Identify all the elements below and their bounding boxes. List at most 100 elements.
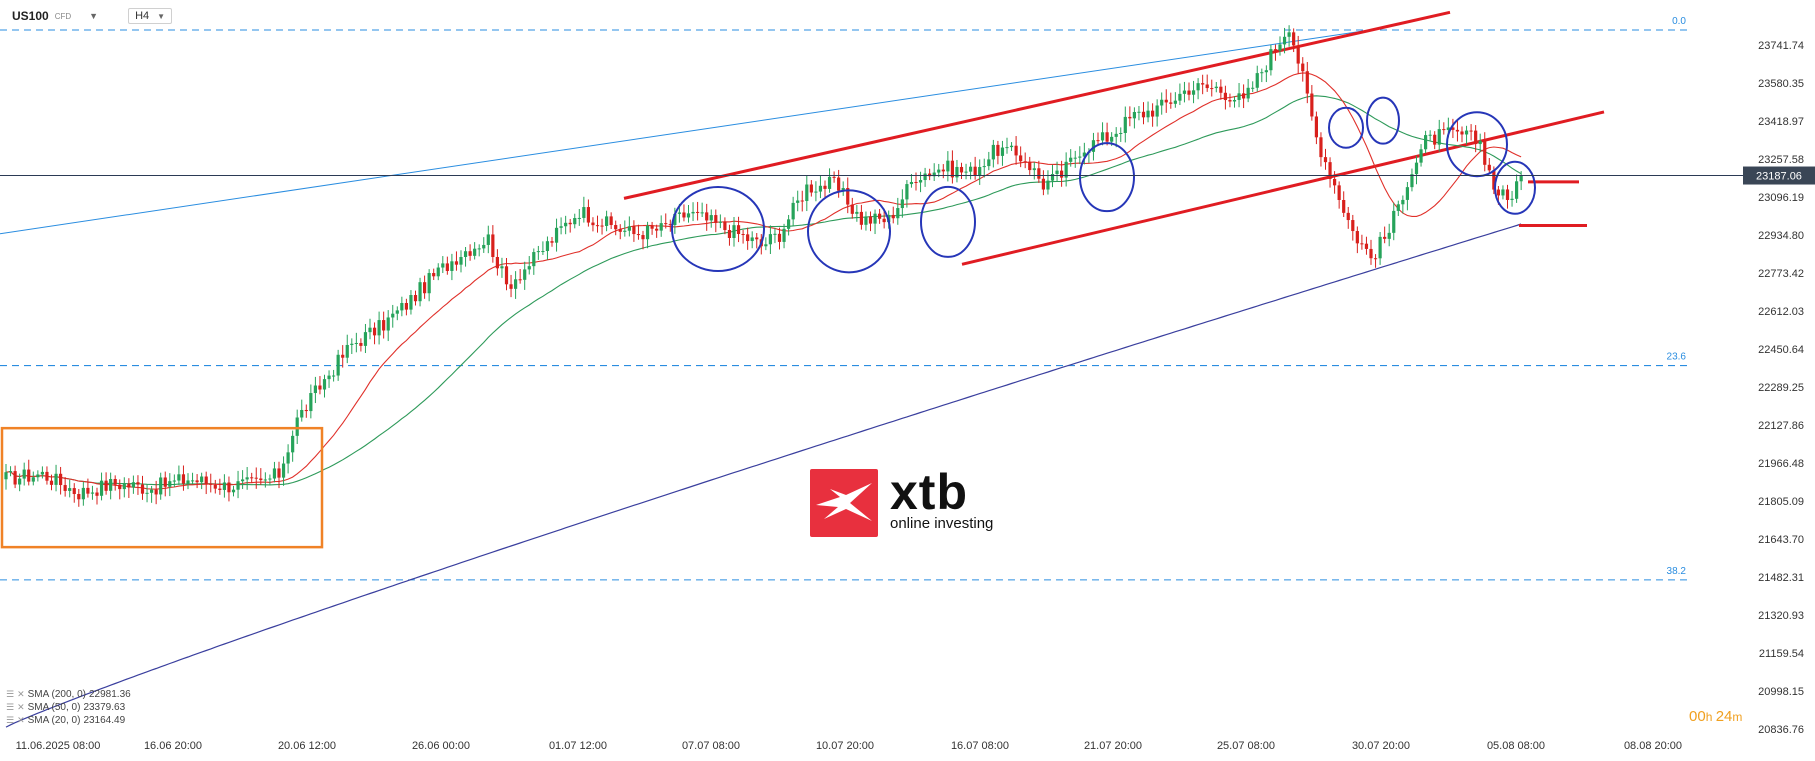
candle-body [227, 482, 231, 493]
y-tick-label: 23257.58 [1758, 154, 1804, 166]
trend-line [0, 29, 1371, 235]
candle-body [81, 487, 85, 500]
candle-body [1141, 111, 1146, 118]
candle-body [878, 213, 882, 219]
candle-body [705, 212, 709, 221]
symbol-selector[interactable]: US100 CFD ▼ [12, 9, 98, 23]
candle-body [928, 173, 932, 177]
legend-sma-20[interactable]: ☰ ✕ SMA (20, 0) 23164.49 [6, 714, 131, 727]
close-icon[interactable]: ✕ [17, 702, 25, 712]
candle-body [1028, 161, 1032, 171]
x-tick-label: 26.06 00:00 [412, 740, 470, 752]
candle-body [1060, 170, 1064, 178]
candle-body [964, 171, 968, 173]
brand-name: xtb [890, 464, 968, 520]
candle-body [1132, 111, 1136, 119]
candle-body [1510, 198, 1514, 200]
candle-body [1219, 86, 1223, 93]
candle-body [859, 211, 863, 225]
candle-body [172, 480, 176, 482]
candle-body [541, 251, 545, 253]
legend-sma-200[interactable]: ☰ ✕ SMA (200, 0) 22981.36 [6, 688, 131, 701]
highlight-circle [671, 185, 765, 272]
candle-body [768, 234, 772, 245]
candle-body [1351, 220, 1355, 232]
candle-body [1474, 130, 1478, 145]
candle-body [923, 173, 927, 181]
candle-body [764, 244, 768, 247]
x-tick-label: 30.07 20:00 [1352, 740, 1410, 752]
candle-body [655, 228, 659, 231]
candle-body [1260, 72, 1264, 74]
timeframe-selector[interactable]: H4 ▼ [128, 8, 173, 24]
candle-body [1282, 36, 1287, 45]
indicator-legend: ☰ ✕ SMA (200, 0) 22981.36 ☰ ✕ SMA (50, 0… [6, 688, 131, 727]
candle-body [632, 226, 636, 235]
legend-sma-50[interactable]: ☰ ✕ SMA (50, 0) 23379.63 [6, 701, 131, 714]
settings-icon[interactable]: ☰ [6, 702, 15, 712]
y-tick-label: 22934.80 [1758, 230, 1804, 242]
candle-body [45, 471, 49, 481]
candle-body [714, 215, 718, 223]
current-price-tag [1743, 166, 1815, 185]
candle-body [1455, 129, 1460, 132]
candle-body [1096, 140, 1100, 142]
candle-body [1328, 162, 1332, 179]
candle-body [959, 166, 964, 173]
candle-body [900, 199, 904, 209]
candle-body [504, 266, 509, 285]
x-tick-label: 11.06.2025 08:00 [16, 740, 101, 752]
candle-body [791, 202, 795, 220]
symbol-name: US100 [12, 9, 49, 23]
candle-body [527, 266, 531, 270]
candle-body [1410, 174, 1414, 188]
candle-body [332, 375, 336, 377]
candle-body [991, 144, 995, 160]
candle-body [536, 251, 540, 253]
candle-body [386, 317, 390, 331]
candle-body [1110, 136, 1114, 142]
candle-body [486, 234, 490, 245]
candle-body [614, 225, 618, 230]
candle-body [682, 212, 686, 218]
candle-body [1055, 170, 1059, 174]
candle-body [1201, 83, 1205, 85]
candle-body [545, 241, 550, 252]
candle-body [1419, 149, 1423, 163]
y-tick-label: 22289.25 [1758, 382, 1804, 394]
close-icon[interactable]: ✕ [17, 715, 25, 725]
candle-body [659, 223, 663, 231]
candle-body [218, 488, 222, 490]
candle-body [1196, 83, 1200, 91]
timer-hours: 00 [1689, 708, 1706, 725]
candle-body [127, 483, 131, 488]
x-tick-label: 05.08 08:00 [1487, 740, 1545, 752]
candle-body [272, 468, 277, 479]
candle-body [955, 166, 959, 178]
candle-body [823, 185, 827, 189]
candle-body [750, 237, 754, 242]
x-tick-label: 07.07 08:00 [682, 740, 740, 752]
candle-body [259, 478, 263, 481]
y-tick-label: 22773.42 [1758, 268, 1804, 280]
candle-body [1000, 147, 1005, 156]
candle-body [190, 480, 195, 482]
settings-icon[interactable]: ☰ [6, 689, 15, 699]
candle-body [868, 216, 873, 224]
candle-body [1378, 236, 1382, 259]
candle-body [186, 480, 190, 484]
candle-body [677, 212, 681, 214]
candle-body [427, 273, 431, 294]
candle-body [113, 478, 117, 485]
candle-body [404, 303, 408, 310]
close-icon[interactable]: ✕ [17, 689, 25, 699]
candle-body [263, 479, 267, 481]
candle-body [805, 184, 809, 201]
candle-body [1005, 147, 1009, 149]
settings-icon[interactable]: ☰ [6, 715, 15, 725]
candle-body [1155, 105, 1159, 117]
candle-body [1496, 189, 1500, 196]
candle-body [163, 477, 167, 487]
channel-lower-line [961, 110, 1605, 266]
